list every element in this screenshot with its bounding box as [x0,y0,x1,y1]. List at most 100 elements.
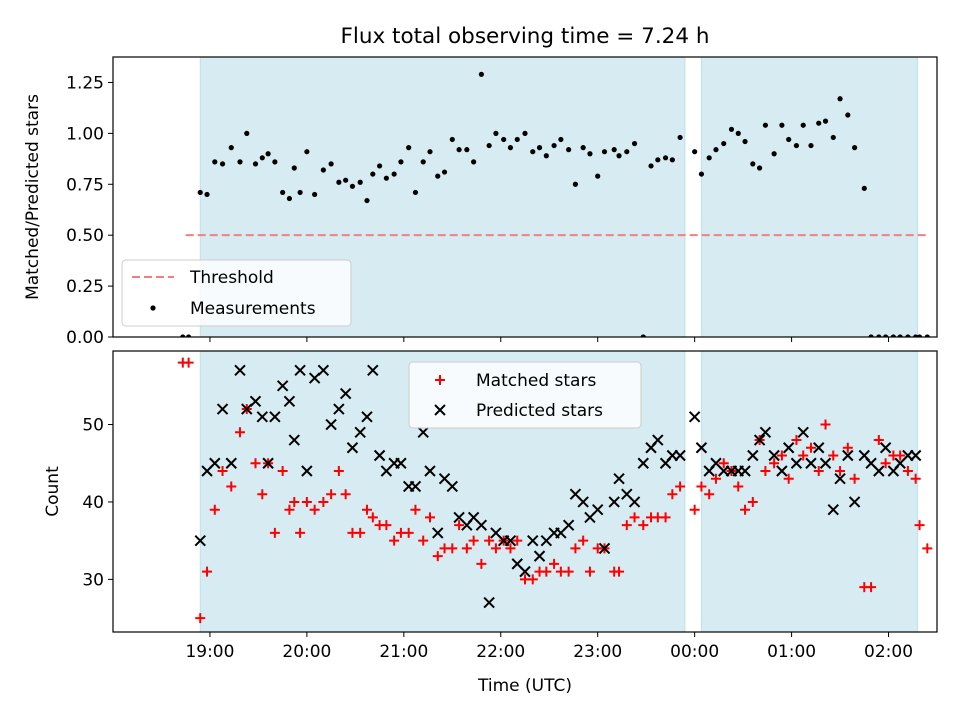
data-point [512,535,523,546]
data-point [624,149,630,155]
data-point [873,435,884,446]
data-point [244,130,250,136]
data-point [514,136,520,143]
data-point [333,465,344,476]
data-point [800,122,806,128]
data-point [819,457,832,469]
data-point [280,189,286,196]
data-point [533,550,546,562]
data-point [924,334,930,337]
x-tick-label: 19:00 [185,642,234,662]
data-point [418,535,429,546]
data-point [507,145,514,151]
data-point [598,542,611,555]
data-point [283,395,296,408]
data-point [905,334,911,337]
data-point [783,473,794,484]
data-point [551,142,557,149]
data-point [710,473,721,484]
data-point [572,181,579,187]
data-point [629,512,640,523]
data-point [842,449,854,462]
data-point [180,334,186,337]
data-point [580,145,586,151]
data-point [259,155,265,161]
data-point [822,118,829,124]
data-point [420,159,426,165]
data-point [735,130,741,136]
data-point [750,161,756,167]
x-tick-label: 01:00 [767,642,816,662]
data-point [395,457,407,469]
data-point [660,512,671,523]
data-point [739,465,751,477]
data-point [835,465,846,476]
data-point [354,426,366,438]
data-point [675,481,686,492]
data-point [427,149,433,155]
data-point [830,134,836,141]
data-point [880,458,891,469]
data-point [364,197,370,204]
data-point [861,185,867,191]
data-point [628,496,641,508]
data-point [410,504,421,515]
data-point [234,427,245,438]
x-tick-label: 20:00 [282,642,331,662]
data-point [484,535,495,546]
data-point [424,465,436,477]
data-point [759,426,772,438]
data-point [333,403,345,415]
data-point [256,411,268,423]
x-tick-label: 22:00 [476,642,525,662]
data-point [879,442,892,454]
y-tick-label: 0.75 [66,175,104,195]
data-point [265,151,271,157]
count-panel: 30 40 50 19:00 20:00 21:00 22:00 23:00 00:00 01:0… [43,350,938,696]
legend-box [121,259,352,327]
data-point [286,195,293,202]
legend-matched-label: Matched stars [476,371,596,391]
data-point [483,596,495,609]
legend-predicted-label: Predicted stars [476,401,603,421]
data-point [890,334,896,337]
data-point [913,334,919,337]
y-tick-label: 40 [82,493,104,513]
data-point [566,147,572,153]
data-point [601,149,608,155]
data-point [616,153,622,159]
data-point [186,334,192,337]
data-point [367,364,379,377]
data-point [226,481,237,492]
data-point [883,334,889,337]
data-point [798,450,809,461]
data-point [578,535,589,546]
data-point [417,426,429,438]
y-tick-label: 0.25 [66,277,104,297]
data-point [461,543,472,554]
ratio-axes-frame [112,56,938,338]
data-point [728,126,735,132]
data-point [381,520,392,531]
data-point [698,171,705,177]
data-point [309,504,320,515]
series-measurements [180,71,930,337]
data-point [250,458,261,469]
data-point [197,189,203,196]
data-point [648,163,654,169]
data-point [688,411,701,423]
data-point [228,145,234,151]
data-point [357,179,363,185]
ratio-plot-area [180,71,930,337]
data-point [490,543,501,554]
data-point [527,534,539,547]
data-point [570,543,581,554]
data-point [563,566,574,577]
data-point [805,442,816,453]
data-point [922,543,933,554]
data-point [269,411,281,423]
data-point [655,157,661,163]
data-point [398,159,404,165]
data-point [370,171,376,177]
data-point [225,457,237,469]
